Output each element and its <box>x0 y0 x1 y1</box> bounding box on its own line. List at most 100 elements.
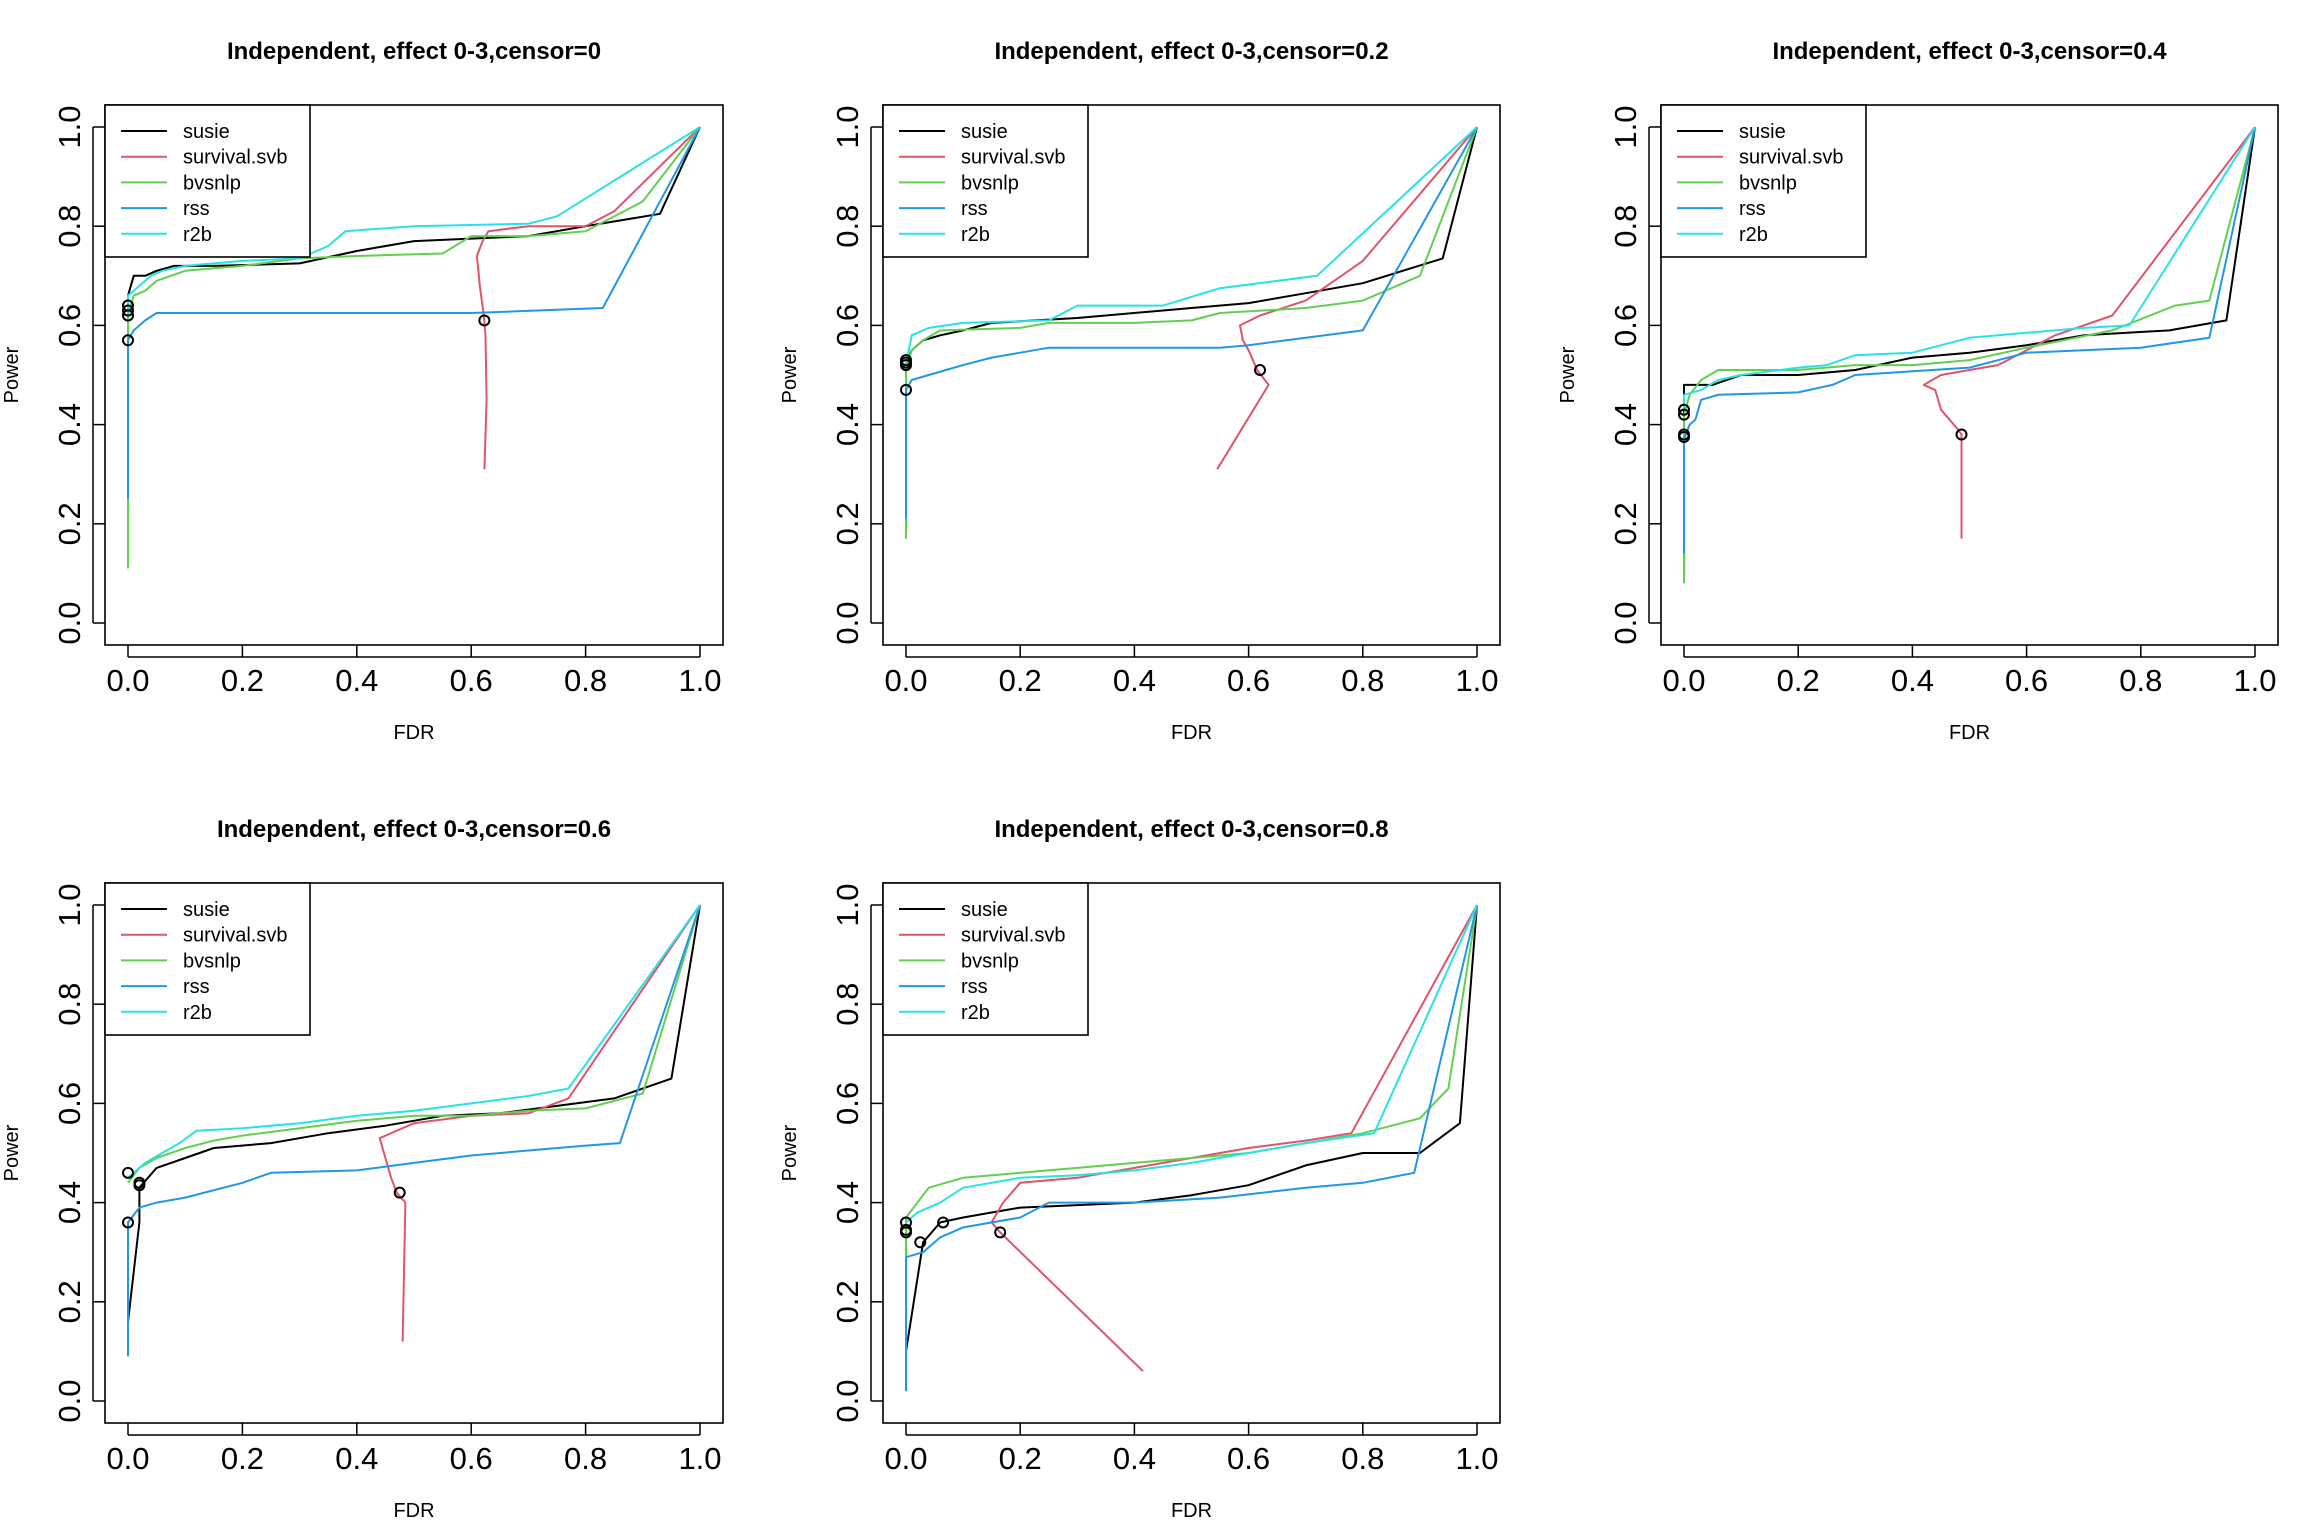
x-axis-label: FDR <box>393 1500 434 1522</box>
x-tick-label: 0.6 <box>450 663 493 698</box>
x-tick-label: 1.0 <box>678 663 721 698</box>
series-marker-survival-svb <box>1254 364 1267 377</box>
legend: susie survival.svb bvsnlp rss r2b <box>882 104 1089 258</box>
y-tick-label: 0.0 <box>52 601 87 644</box>
x-axis-label: FDR <box>1171 722 1212 744</box>
y-tick-label: 1.0 <box>830 105 865 148</box>
x-tick-label: 0.8 <box>564 1441 607 1476</box>
legend-label: r2b <box>183 224 212 246</box>
x-axis: 0.0 0.2 0.4 0.6 0.8 1.0 <box>884 645 1499 698</box>
chart-title: Independent, effect 0-3,censor=0.6 <box>217 816 611 843</box>
x-tick-label: 0.4 <box>1113 663 1156 698</box>
series-line-survival-svb <box>1922 126 2256 539</box>
plot-area <box>122 904 701 1357</box>
series-marker-survival-svb <box>393 1186 406 1199</box>
series-marker-rss <box>1678 431 1690 443</box>
x-tick-label: 0.2 <box>999 663 1042 698</box>
x-tick-label: 1.0 <box>2233 663 2276 698</box>
y-tick-label: 0.2 <box>52 502 87 545</box>
chart-panel-4: Independent, effect 0-3,censor=0.6 0.0 0.2… <box>1 816 724 1522</box>
series-line-rss <box>127 904 701 1357</box>
x-axis-label: FDR <box>1949 722 1990 744</box>
series-marker-r2b <box>900 1223 912 1236</box>
x-axis: 0.0 0.2 0.4 0.6 0.8 1.0 <box>884 1423 1499 1476</box>
x-tick-label: 0.4 <box>1891 663 1934 698</box>
legend-label: susie <box>961 121 1008 143</box>
y-tick-label: 0.2 <box>830 502 865 545</box>
x-tick-label: 0.6 <box>1227 1441 1270 1476</box>
series-line-survival-svb <box>475 126 701 470</box>
legend-label: r2b <box>1739 224 1768 246</box>
x-tick-label: 0.2 <box>221 663 264 698</box>
legend-label: survival.svb <box>961 147 1065 169</box>
series-marker-survival-svb <box>1955 428 1968 441</box>
legend-label: rss <box>961 976 988 998</box>
series-line-bvsnlp <box>905 904 1478 1263</box>
plot-area <box>900 126 1478 539</box>
x-tick-label: 0.4 <box>1113 1441 1156 1476</box>
legend-label: rss <box>1739 198 1766 220</box>
chart-panel-5: Independent, effect 0-3,censor=0.8 0.0 0.2… <box>779 816 1501 1522</box>
series-line-survival-svb <box>1216 126 1478 470</box>
series-line-r2b <box>127 126 701 316</box>
x-tick-label: 0.6 <box>1227 663 1270 698</box>
series-marker-susie <box>914 1236 927 1249</box>
plot-area <box>900 904 1478 1392</box>
y-axis: 0.0 0.2 0.4 0.6 0.8 1.0 <box>52 883 105 1423</box>
legend-label: rss <box>961 198 988 220</box>
x-tick-label: 0.0 <box>884 1441 927 1476</box>
legend-label: survival.svb <box>1739 147 1843 169</box>
legend-label: susie <box>183 121 230 143</box>
legend: susie survival.svb bvsnlp rss r2b <box>882 882 1089 1036</box>
x-axis: 0.0 0.2 0.4 0.6 0.8 1.0 <box>106 1423 722 1476</box>
y-axis: 0.0 0.2 0.4 0.6 0.8 1.0 <box>1608 105 1661 645</box>
chart-title: Independent, effect 0-3,censor=0.2 <box>994 38 1388 65</box>
legend-label: susie <box>1739 121 1786 143</box>
y-tick-label: 0.6 <box>1608 304 1643 347</box>
y-tick-label: 0.2 <box>830 1280 865 1323</box>
series-line-bvsnlp <box>905 126 1478 539</box>
series-line-r2b <box>127 904 701 1179</box>
legend-label: r2b <box>183 1002 212 1024</box>
chart-title: Independent, effect 0-3,censor=0.8 <box>994 816 1388 843</box>
y-tick-label: 0.0 <box>1608 601 1643 644</box>
x-tick-label: 1.0 <box>678 1441 721 1476</box>
x-axis-label: FDR <box>1171 1500 1212 1522</box>
series-line-susie <box>127 126 701 306</box>
series-marker-r2b <box>1678 403 1690 416</box>
x-tick-label: 0.4 <box>335 663 378 698</box>
x-tick-label: 0.2 <box>999 1441 1042 1476</box>
legend: susie survival.svb bvsnlp rss r2b <box>104 104 311 258</box>
x-tick-label: 1.0 <box>1455 663 1498 698</box>
series-marker-survival-svb <box>478 314 491 327</box>
x-tick-label: 0.6 <box>2005 663 2048 698</box>
y-axis: 0.0 0.2 0.4 0.6 0.8 1.0 <box>830 105 883 645</box>
x-tick-label: 0.2 <box>221 1441 264 1476</box>
legend-label: bvsnlp <box>183 172 241 194</box>
series-marker-rss <box>900 1216 912 1229</box>
y-tick-label: 0.4 <box>52 1181 87 1224</box>
plot-area <box>122 126 701 569</box>
series-marker-rss <box>900 383 912 396</box>
plot-frame <box>882 882 1501 1424</box>
series-line-rss <box>905 904 1478 1392</box>
legend-label: bvsnlp <box>961 172 1019 194</box>
y-tick-label: 0.8 <box>52 205 87 248</box>
series-line-bvsnlp <box>1683 126 2256 584</box>
chart-panel-1: Independent, effect 0-3,censor=00.0 0.2 0.… <box>1 38 724 744</box>
y-tick-label: 1.0 <box>52 105 87 148</box>
y-tick-label: 0.8 <box>830 983 865 1026</box>
y-tick-label: 0.8 <box>830 205 865 248</box>
plot-frame <box>1660 104 2279 646</box>
legend: susie survival.svb bvsnlp rss r2b <box>1660 104 1867 258</box>
y-axis-label: Power <box>779 346 801 403</box>
y-tick-label: 1.0 <box>830 883 865 926</box>
series-marker-bvsnlp <box>122 1166 134 1179</box>
legend-label: susie <box>961 899 1008 921</box>
y-axis-label: Power <box>1557 346 1579 403</box>
y-axis: 0.0 0.2 0.4 0.6 0.8 1.0 <box>52 105 105 645</box>
series-marker-rss <box>122 334 134 347</box>
x-tick-label: 0.0 <box>884 663 927 698</box>
y-tick-label: 0.6 <box>830 304 865 347</box>
y-tick-label: 0.0 <box>52 1379 87 1422</box>
